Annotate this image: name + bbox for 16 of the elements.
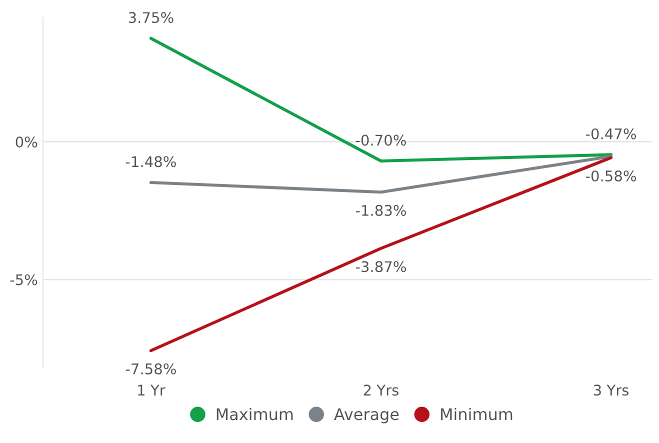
x-tick-label: 2 Yrs [364,384,398,396]
x-tick-label: 1 Yr [138,384,166,396]
data-label: -7.58% [126,363,176,374]
data-label: -0.47% [586,128,636,140]
data-label: 3.75% [128,12,174,24]
legend-label: Maximum [216,408,293,420]
data-label: -3.87% [356,261,406,272]
data-label: -0.58% [586,170,636,182]
data-label: -0.70% [356,134,406,146]
data-label: -1.83% [356,204,406,216]
legend-label: Average [334,408,399,424]
legend-label: Minimum [441,408,512,420]
data-label: -1.48% [126,156,176,168]
y-tick-label: -5% [10,274,38,286]
x-tick-label: 3 Yrs [594,384,628,396]
y-tick-label: 0% [16,136,38,148]
